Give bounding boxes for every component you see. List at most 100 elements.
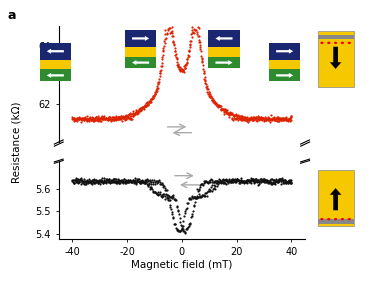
Point bbox=[83, 116, 89, 121]
Point bbox=[112, 177, 118, 181]
Point bbox=[233, 112, 239, 116]
Point bbox=[241, 117, 247, 121]
Point bbox=[288, 180, 294, 184]
Point bbox=[165, 28, 171, 33]
Point bbox=[226, 179, 232, 183]
Point bbox=[233, 117, 239, 122]
Point bbox=[211, 100, 217, 105]
Point bbox=[229, 112, 235, 116]
Point bbox=[251, 179, 257, 184]
Point bbox=[85, 117, 91, 121]
Point bbox=[94, 179, 100, 183]
Point bbox=[286, 116, 292, 121]
Point bbox=[237, 180, 243, 185]
Point bbox=[256, 179, 262, 184]
Point bbox=[161, 41, 168, 45]
Point bbox=[155, 179, 161, 183]
Point bbox=[181, 69, 187, 74]
Point bbox=[177, 69, 183, 74]
Point bbox=[158, 63, 164, 68]
Point bbox=[274, 179, 280, 183]
Point bbox=[233, 116, 239, 121]
Point bbox=[169, 24, 175, 29]
Point bbox=[203, 179, 209, 183]
Point bbox=[87, 179, 93, 183]
Point bbox=[171, 195, 177, 200]
Point bbox=[153, 87, 160, 91]
Point bbox=[134, 178, 140, 183]
Point bbox=[142, 104, 148, 108]
Point bbox=[221, 177, 227, 182]
Point bbox=[271, 178, 277, 182]
Point bbox=[139, 179, 145, 184]
Point bbox=[162, 188, 168, 192]
Point bbox=[105, 118, 111, 123]
Point bbox=[182, 230, 188, 234]
Point bbox=[254, 115, 260, 120]
Point bbox=[170, 34, 176, 38]
Point bbox=[175, 209, 181, 213]
Point bbox=[91, 178, 97, 182]
Point bbox=[150, 188, 156, 193]
Point bbox=[268, 113, 274, 118]
Point bbox=[273, 116, 279, 121]
Point bbox=[108, 180, 114, 185]
Point bbox=[265, 179, 271, 183]
Point bbox=[78, 117, 84, 121]
Point bbox=[186, 49, 192, 53]
Point bbox=[227, 179, 233, 184]
Point bbox=[283, 114, 289, 119]
Point bbox=[78, 120, 84, 124]
Point bbox=[84, 114, 90, 119]
Point bbox=[262, 116, 268, 121]
Point bbox=[282, 117, 288, 121]
Point bbox=[220, 107, 226, 112]
Point bbox=[249, 177, 255, 181]
Point bbox=[89, 117, 95, 122]
Point bbox=[276, 177, 282, 181]
Point bbox=[247, 178, 253, 182]
Point bbox=[271, 181, 277, 185]
Point bbox=[209, 177, 215, 182]
Point bbox=[209, 179, 215, 184]
Point bbox=[208, 184, 214, 189]
Point bbox=[72, 178, 78, 182]
Point bbox=[114, 179, 121, 184]
Point bbox=[206, 93, 212, 98]
Point bbox=[242, 114, 248, 119]
Point bbox=[162, 37, 168, 41]
Point bbox=[221, 110, 227, 114]
Point bbox=[195, 33, 201, 38]
Point bbox=[167, 195, 173, 199]
Point bbox=[93, 118, 99, 122]
Point bbox=[212, 179, 218, 183]
Point bbox=[145, 102, 151, 106]
Point bbox=[118, 178, 124, 183]
Point bbox=[270, 180, 276, 185]
Point bbox=[274, 116, 280, 121]
Point bbox=[222, 108, 229, 113]
Point bbox=[183, 207, 189, 212]
Point bbox=[140, 106, 146, 111]
Point bbox=[80, 115, 86, 120]
Point bbox=[200, 68, 207, 73]
Point bbox=[190, 19, 196, 23]
Point bbox=[202, 78, 208, 83]
Point bbox=[230, 113, 236, 118]
Point bbox=[257, 117, 263, 122]
Point bbox=[281, 117, 287, 122]
Point bbox=[183, 59, 190, 64]
Point bbox=[177, 65, 183, 70]
Point bbox=[84, 116, 90, 121]
Point bbox=[123, 117, 129, 121]
Point bbox=[111, 177, 117, 181]
Point bbox=[266, 179, 273, 184]
Point bbox=[287, 119, 293, 124]
Point bbox=[116, 181, 122, 185]
Point bbox=[160, 48, 166, 53]
Point bbox=[206, 179, 212, 184]
Point bbox=[223, 178, 229, 182]
Point bbox=[174, 203, 180, 208]
Point bbox=[136, 108, 142, 112]
Point bbox=[70, 177, 77, 182]
